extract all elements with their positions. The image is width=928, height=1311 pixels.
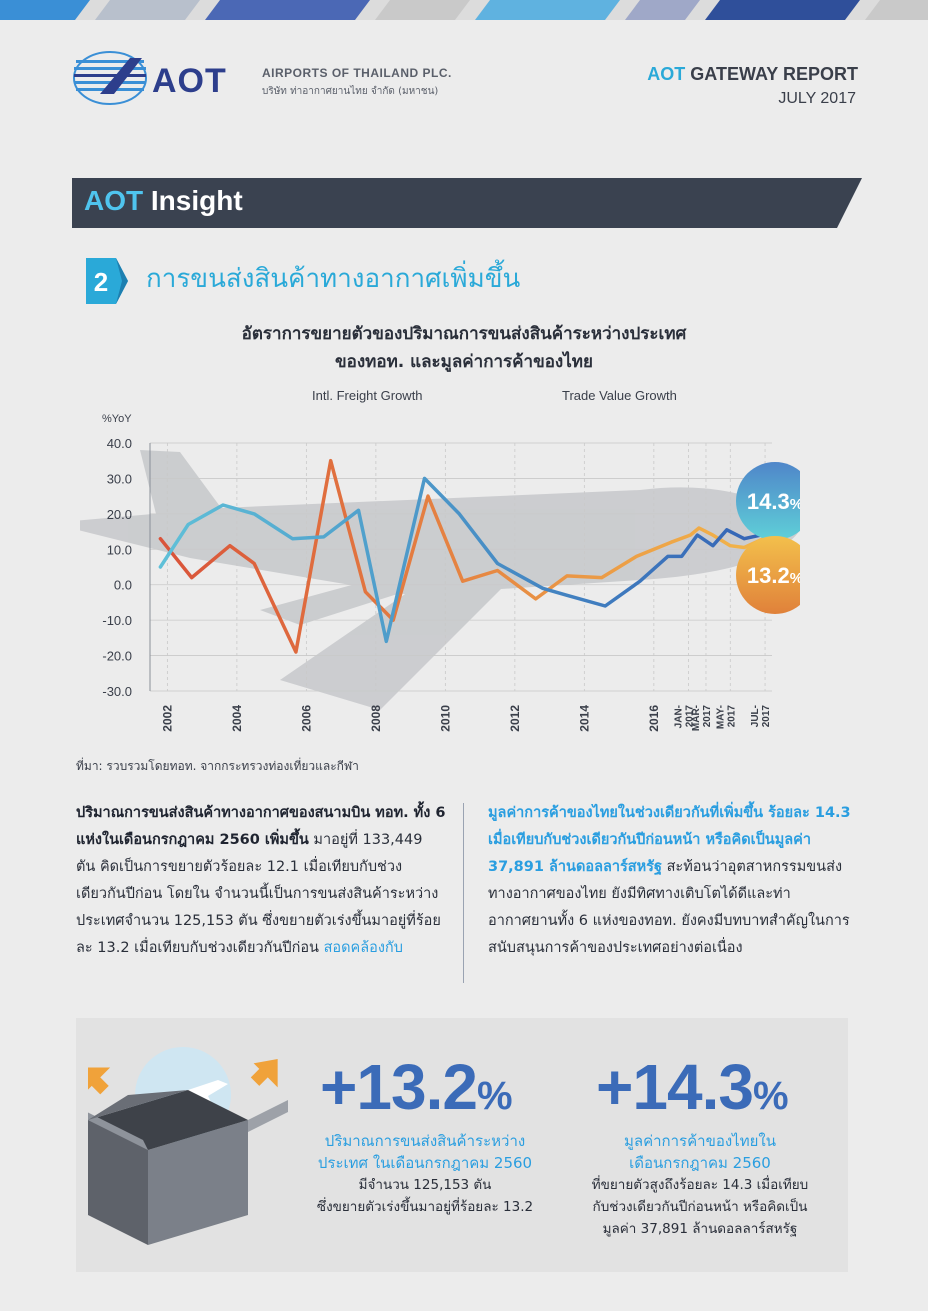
insight-banner bbox=[72, 178, 862, 228]
logo-wordmark: AOT bbox=[152, 62, 227, 100]
section-number: 2 bbox=[94, 267, 108, 297]
insight-prefix: AOT bbox=[84, 185, 144, 216]
right-paragraph-body: สะท้อนว่าอุตสาหกรรมขนส่งทางอากาศของไทย ย… bbox=[488, 859, 850, 956]
stat-trade-description: มูลค่าการค้าของไทยใน เดือนกรกฎาคม 2560 ท… bbox=[565, 1130, 835, 1240]
x-tick-text: 2012 bbox=[508, 705, 522, 732]
report-title: AOT GATEWAY REPORT bbox=[647, 64, 858, 85]
x-tick-text: 2010 bbox=[438, 705, 452, 732]
x-tick-text: 2017 bbox=[726, 705, 737, 728]
x-tick-label: MAR- 2017 bbox=[691, 705, 713, 732]
airplane-watermark-icon bbox=[80, 450, 800, 710]
x-tick-text: 2014 bbox=[577, 705, 591, 732]
callout-pct: % bbox=[790, 570, 800, 587]
callout-bubble bbox=[736, 462, 800, 540]
y-tick-label: -20.0 bbox=[102, 649, 132, 664]
y-tick-label: 10.0 bbox=[107, 542, 132, 557]
aot-logo-icon bbox=[73, 51, 147, 105]
series-line-trade bbox=[158, 476, 767, 644]
chart-title-line2: ของทอท. และมูลค่าการค้าของไทย bbox=[335, 352, 593, 372]
section-title: การขนส่งสินค้าทางอากาศเพิ่มขึ้น bbox=[146, 264, 521, 294]
stat-trade-pct: % bbox=[752, 1074, 789, 1118]
y-tick-label: -10.0 bbox=[102, 613, 132, 628]
insight-title: Insight bbox=[150, 185, 243, 216]
y-tick-label: 30.0 bbox=[107, 471, 132, 486]
column-divider bbox=[463, 803, 464, 983]
stat-trade-line4: กับช่วงเดียวกันปีก่อนหน้า หรือคิดเป็น bbox=[592, 1199, 808, 1215]
stat-freight-value: +13.2 bbox=[320, 1051, 478, 1123]
x-tick-text: 2017 bbox=[761, 705, 772, 728]
y-tick-label: 20.0 bbox=[107, 507, 132, 522]
stat-freight-pct: % bbox=[476, 1074, 513, 1118]
stat-freight-line1: ปริมาณการขนส่งสินค้าระหว่าง bbox=[324, 1132, 526, 1150]
y-tick-label: 0.0 bbox=[114, 578, 132, 593]
callout-pct: % bbox=[790, 496, 800, 513]
x-tick-text: JUL- bbox=[750, 705, 761, 727]
cargo-box-icon bbox=[88, 1047, 288, 1245]
stat-trade-line5: มูลค่า 37,891 ล้านดอลลาร์สหรัฐ bbox=[602, 1221, 798, 1237]
x-tick-text: JAN- bbox=[674, 705, 685, 728]
y-axis-label: %YoY bbox=[102, 413, 132, 425]
x-tick-text: MAR- bbox=[691, 705, 702, 731]
x-tick-text: 2008 bbox=[369, 705, 383, 732]
x-tick-text: 2017 bbox=[702, 705, 713, 728]
x-tick-label: 2006 bbox=[299, 705, 313, 732]
right-paragraph-lead: มูลค่าการค้าของไทยในช่วงเดียวกันที่เพิ่ม… bbox=[488, 805, 851, 875]
freight-trade-line-chart: %YoY 40.0 30.0 20.0 10.0 0.0 -10.0 -20.0 -30.0 2… bbox=[80, 388, 800, 732]
x-tick-text: 2004 bbox=[230, 705, 244, 732]
callout-bubble bbox=[736, 536, 800, 614]
stat-freight-line4: ซึ่งขยายตัวเร่งขึ้นมาอยู่ที่ร้อยละ 13.2 bbox=[316, 1199, 534, 1215]
left-paragraph-lead: ปริมาณการขนส่งสินค้าทางอากาศของสนามบิน ท… bbox=[76, 805, 446, 848]
left-paragraph-body: มาอยู่ที่ 133,449 ตัน คิดเป็นการขยายตัวร… bbox=[76, 832, 441, 956]
x-tick-label: 2010 bbox=[438, 705, 452, 732]
stat-trade-line2: เดือนกรกฎาคม 2560 bbox=[629, 1154, 771, 1172]
stat-freight-line3: มีจำนวน 125,153 ตัน bbox=[358, 1177, 492, 1193]
chart-title-line1: อัตราการขยายตัวของปริมาณการขนส่งสินค้าระ… bbox=[241, 324, 687, 344]
x-tick-text: 2002 bbox=[160, 705, 174, 732]
section-number-badge: 2 bbox=[86, 258, 128, 304]
stat-freight-line2: ประเทศ ในเดือนกรกฎาคม 2560 bbox=[317, 1154, 533, 1172]
x-tick-label: 2002 bbox=[160, 705, 174, 732]
x-tick-label: MAY- 2017 bbox=[715, 705, 737, 730]
x-tick-label: 2014 bbox=[577, 705, 591, 732]
x-tick-label: 2016 bbox=[647, 705, 661, 732]
company-name-th: บริษัท ท่าอากาศยานไทย จำกัด (มหาชน) bbox=[262, 86, 439, 97]
stat-trade-value: +14.3 bbox=[596, 1051, 754, 1123]
company-name-en: AIRPORTS OF THAILAND PLC. bbox=[262, 66, 452, 80]
report-title-main: GATEWAY REPORT bbox=[690, 64, 858, 84]
x-tick-text: MAY- bbox=[715, 705, 726, 729]
stat-trade-line1: มูลค่าการค้าของไทยใน bbox=[624, 1132, 776, 1150]
stat-trade-line3: ที่ขยายตัวสูงถึงร้อยละ 14.3 เมื่อเทียบ bbox=[591, 1177, 809, 1193]
legend-label: Trade Value Growth bbox=[562, 388, 677, 403]
legend-label: Intl. Freight Growth bbox=[312, 388, 423, 403]
x-tick-label: 2004 bbox=[230, 705, 244, 732]
left-paragraph: ปริมาณการขนส่งสินค้าทางอากาศของสนามบิน ท… bbox=[76, 800, 446, 962]
stat-trade-growth: +14.3% bbox=[596, 1050, 789, 1124]
y-tick-label: -30.0 bbox=[102, 684, 132, 699]
stat-freight-growth: +13.2% bbox=[320, 1050, 513, 1124]
report-month: JULY 2017 bbox=[778, 90, 856, 107]
x-tick-text: 2017 bbox=[685, 705, 696, 728]
insight-heading: AOT Insight bbox=[84, 185, 243, 217]
x-tick-text: 2016 bbox=[647, 705, 661, 732]
x-tick-label: 2008 bbox=[369, 705, 383, 732]
y-tick-label: 40.0 bbox=[107, 436, 132, 451]
series-line-freight bbox=[158, 458, 767, 654]
top-decorative-stripe bbox=[0, 0, 928, 20]
x-tick-label: JUL- 2017 bbox=[750, 705, 772, 728]
report-title-prefix: AOT bbox=[647, 64, 686, 84]
x-tick-label: JAN- 2017 bbox=[674, 705, 696, 729]
x-tick-label: 2012 bbox=[508, 705, 522, 732]
left-paragraph-link: สอดคล้องกับ bbox=[323, 940, 403, 956]
right-paragraph: มูลค่าการค้าของไทยในช่วงเดียวกันที่เพิ่ม… bbox=[488, 800, 858, 962]
chart-source: ที่มา: รวบรวมโดยทอท. จากกระทรวงท่องเที่ย… bbox=[76, 759, 359, 773]
x-tick-text: 2006 bbox=[299, 705, 313, 732]
stat-freight-description: ปริมาณการขนส่งสินค้าระหว่าง ประเทศ ในเดื… bbox=[290, 1130, 560, 1218]
